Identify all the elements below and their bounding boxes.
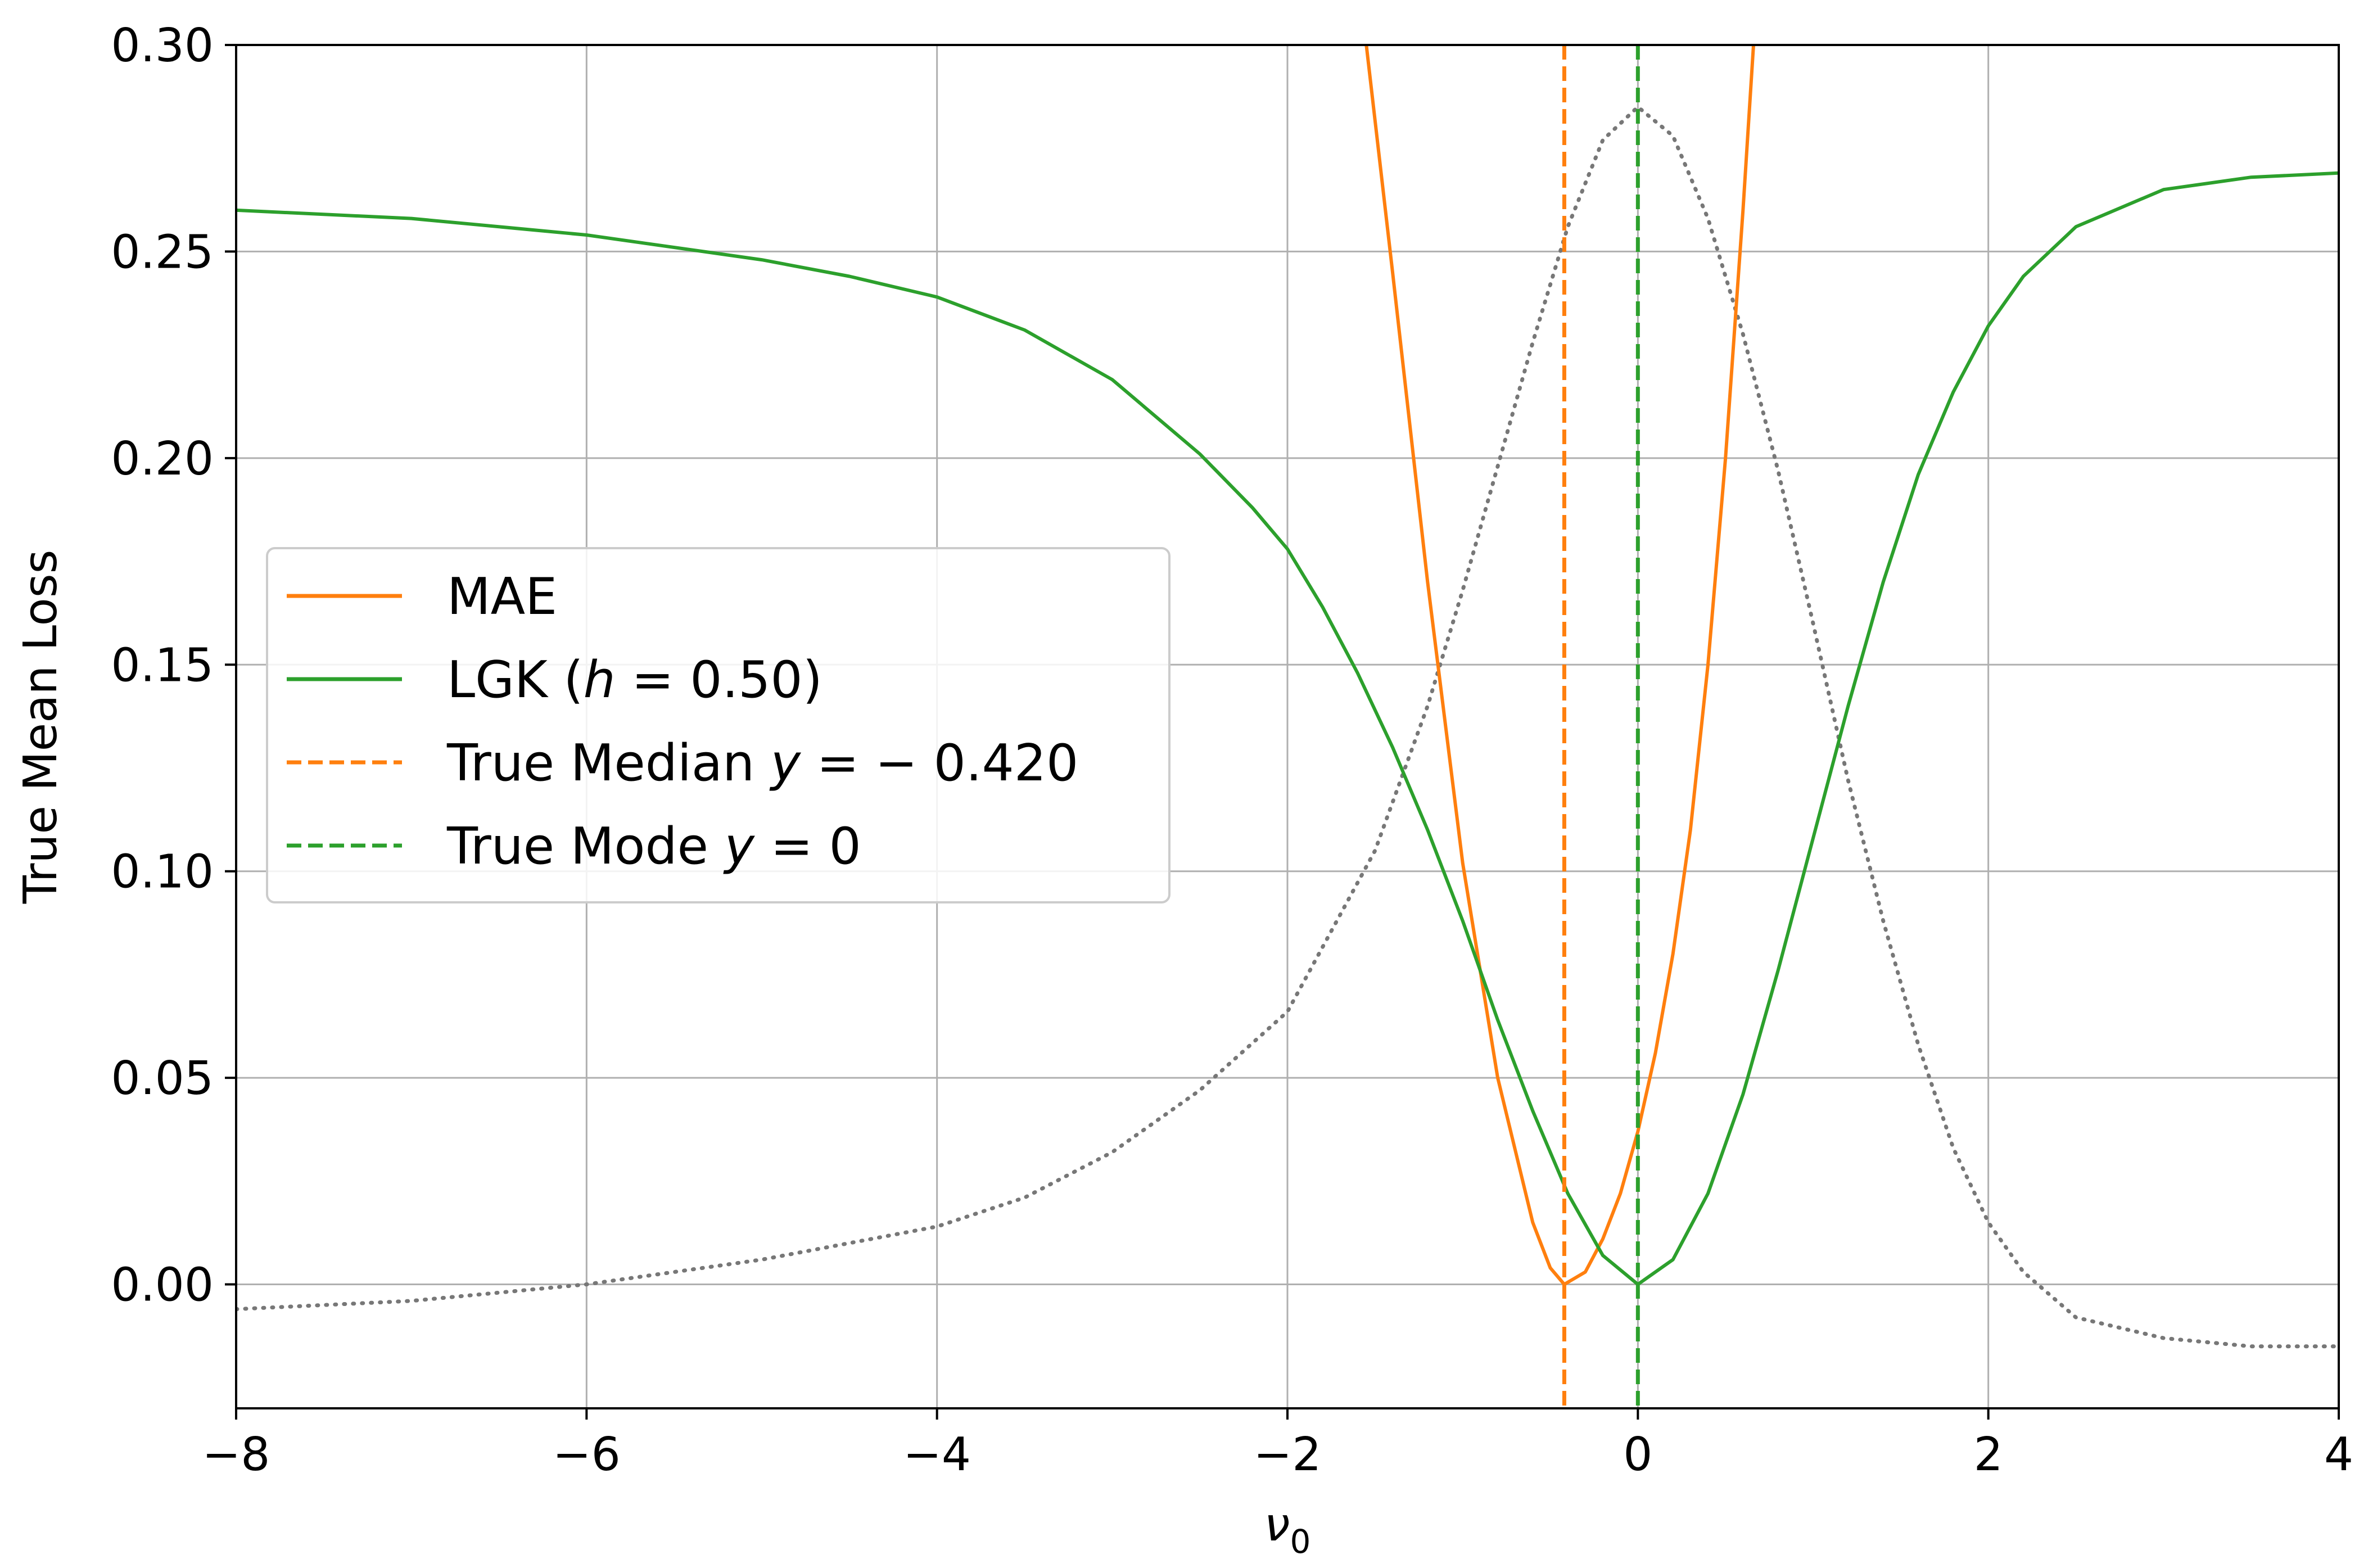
axis-ticks: −8 −6 −4 −2 0 2 4 0.00 0.05 0.10 0.15 0.20 0.25 0.30	[111, 19, 2353, 1481]
legend-box	[266, 547, 1171, 903]
x-tick-label: −4	[903, 1428, 971, 1481]
x-axis-label: ν0	[1264, 1498, 1311, 1561]
x-axis-label-main: ν	[1264, 1498, 1290, 1552]
x-tick-label: 0	[1623, 1428, 1652, 1481]
y-tick-label: 0.10	[111, 846, 214, 899]
y-axis-label: True Mean Loss	[14, 550, 67, 905]
y-tick-label: 0.05	[111, 1052, 214, 1105]
mae-curve	[1364, 45, 1755, 1286]
x-tick-label: 2	[1974, 1428, 2003, 1481]
x-tick-label: −6	[553, 1428, 621, 1481]
density-curve	[236, 105, 2339, 1349]
y-tick-label: 0.30	[111, 19, 214, 73]
y-tick-label: 0.20	[111, 432, 214, 486]
series-layer	[236, 45, 2339, 1408]
legend-label: MAE	[447, 567, 557, 626]
y-tick-label: 0.25	[111, 225, 214, 279]
legend-label: True Mode y = 0	[446, 817, 861, 876]
y-tick-label: 0.00	[111, 1259, 214, 1312]
lgk-h-0-50-curve	[236, 171, 2339, 1286]
legend-label: LGK (h = 0.50)	[447, 650, 823, 710]
legend-label: True Median y = − 0.420	[446, 734, 1078, 793]
x-axis-label-sub: 0	[1290, 1522, 1310, 1561]
x-tick-label: −8	[202, 1428, 270, 1481]
y-tick-label: 0.15	[111, 639, 214, 692]
x-tick-label: −2	[1254, 1428, 1322, 1481]
x-tick-label: 4	[2324, 1428, 2353, 1481]
legend: MAE LGK (h = 0.50) True Median y = − 0.420…	[266, 547, 1171, 903]
